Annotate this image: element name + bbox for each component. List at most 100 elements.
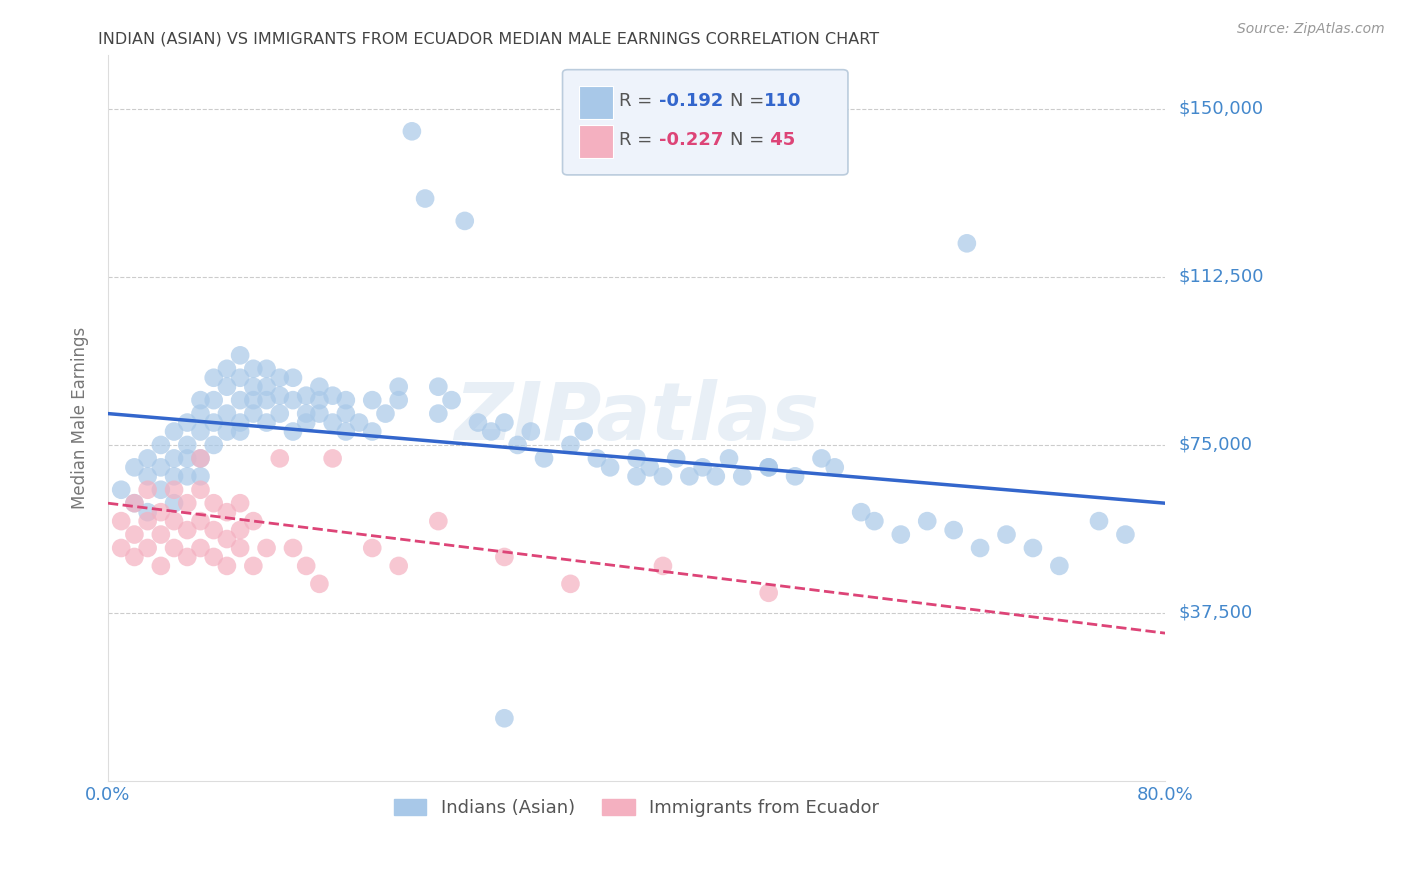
Point [110, 483, 132, 497]
Point [229, 496, 252, 510]
Point [281, 425, 304, 439]
Point [202, 370, 225, 384]
Point [163, 514, 186, 528]
Point [758, 460, 780, 475]
Point [401, 124, 423, 138]
FancyBboxPatch shape [579, 87, 613, 119]
Point [202, 438, 225, 452]
Point [136, 469, 159, 483]
Point [335, 393, 357, 408]
Point [718, 451, 741, 466]
Point [374, 407, 396, 421]
Point [229, 370, 252, 384]
Point [626, 469, 648, 483]
Point [783, 469, 806, 483]
Point [229, 348, 252, 362]
Point [731, 469, 754, 483]
Point [308, 577, 330, 591]
Point [190, 469, 212, 483]
Point [1114, 527, 1136, 541]
Point [494, 549, 516, 564]
Point [652, 469, 675, 483]
Point [599, 460, 621, 475]
Point [176, 523, 198, 537]
Point [124, 460, 146, 475]
Point [758, 460, 780, 475]
Point [494, 711, 516, 725]
Point [388, 393, 411, 408]
Point [163, 469, 186, 483]
Point [427, 407, 450, 421]
Point [215, 558, 238, 573]
Point [704, 469, 727, 483]
Point [308, 380, 330, 394]
Point [229, 393, 252, 408]
Point [149, 438, 172, 452]
Point [295, 558, 318, 573]
Point [335, 425, 357, 439]
Point [849, 505, 872, 519]
Point [149, 505, 172, 519]
Point [229, 523, 252, 537]
Point [269, 451, 291, 466]
Point [149, 527, 172, 541]
Point [136, 451, 159, 466]
Point [678, 469, 700, 483]
Point [176, 438, 198, 452]
Point [163, 425, 186, 439]
Point [163, 496, 186, 510]
Point [479, 425, 502, 439]
Point [560, 438, 582, 452]
Point [124, 496, 146, 510]
Point [638, 460, 661, 475]
Point [149, 483, 172, 497]
Point [256, 393, 278, 408]
Point [215, 505, 238, 519]
Text: INDIAN (ASIAN) VS IMMIGRANTS FROM ECUADOR MEDIAN MALE EARNINGS CORRELATION CHART: INDIAN (ASIAN) VS IMMIGRANTS FROM ECUADO… [98, 31, 880, 46]
Point [110, 514, 132, 528]
Point [361, 425, 384, 439]
Point [1022, 541, 1045, 555]
Text: N =: N = [730, 92, 769, 110]
Point [176, 549, 198, 564]
Point [242, 380, 264, 394]
Point [322, 451, 344, 466]
Point [190, 514, 212, 528]
Point [281, 393, 304, 408]
Point [269, 370, 291, 384]
FancyBboxPatch shape [562, 70, 848, 175]
Point [215, 532, 238, 546]
Point [202, 393, 225, 408]
Point [388, 380, 411, 394]
Point [215, 407, 238, 421]
Point [427, 514, 450, 528]
Point [242, 361, 264, 376]
Point [281, 541, 304, 555]
Point [202, 523, 225, 537]
Point [652, 558, 675, 573]
Point [295, 389, 318, 403]
Point [388, 558, 411, 573]
Text: -0.192: -0.192 [659, 92, 723, 110]
Point [149, 558, 172, 573]
Point [281, 370, 304, 384]
Legend: Indians (Asian), Immigrants from Ecuador: Indians (Asian), Immigrants from Ecuador [385, 790, 889, 826]
FancyBboxPatch shape [579, 126, 613, 158]
Point [572, 425, 595, 439]
Point [215, 425, 238, 439]
Point [440, 393, 463, 408]
Point [454, 214, 477, 228]
Point [1047, 558, 1070, 573]
Point [176, 416, 198, 430]
Point [269, 389, 291, 403]
Point [413, 192, 436, 206]
Y-axis label: Median Male Earnings: Median Male Earnings [72, 327, 89, 509]
Point [202, 496, 225, 510]
Point [136, 505, 159, 519]
Point [242, 393, 264, 408]
Point [269, 407, 291, 421]
Text: $75,000: $75,000 [1180, 436, 1253, 454]
Point [176, 496, 198, 510]
Point [347, 416, 370, 430]
Point [361, 541, 384, 555]
